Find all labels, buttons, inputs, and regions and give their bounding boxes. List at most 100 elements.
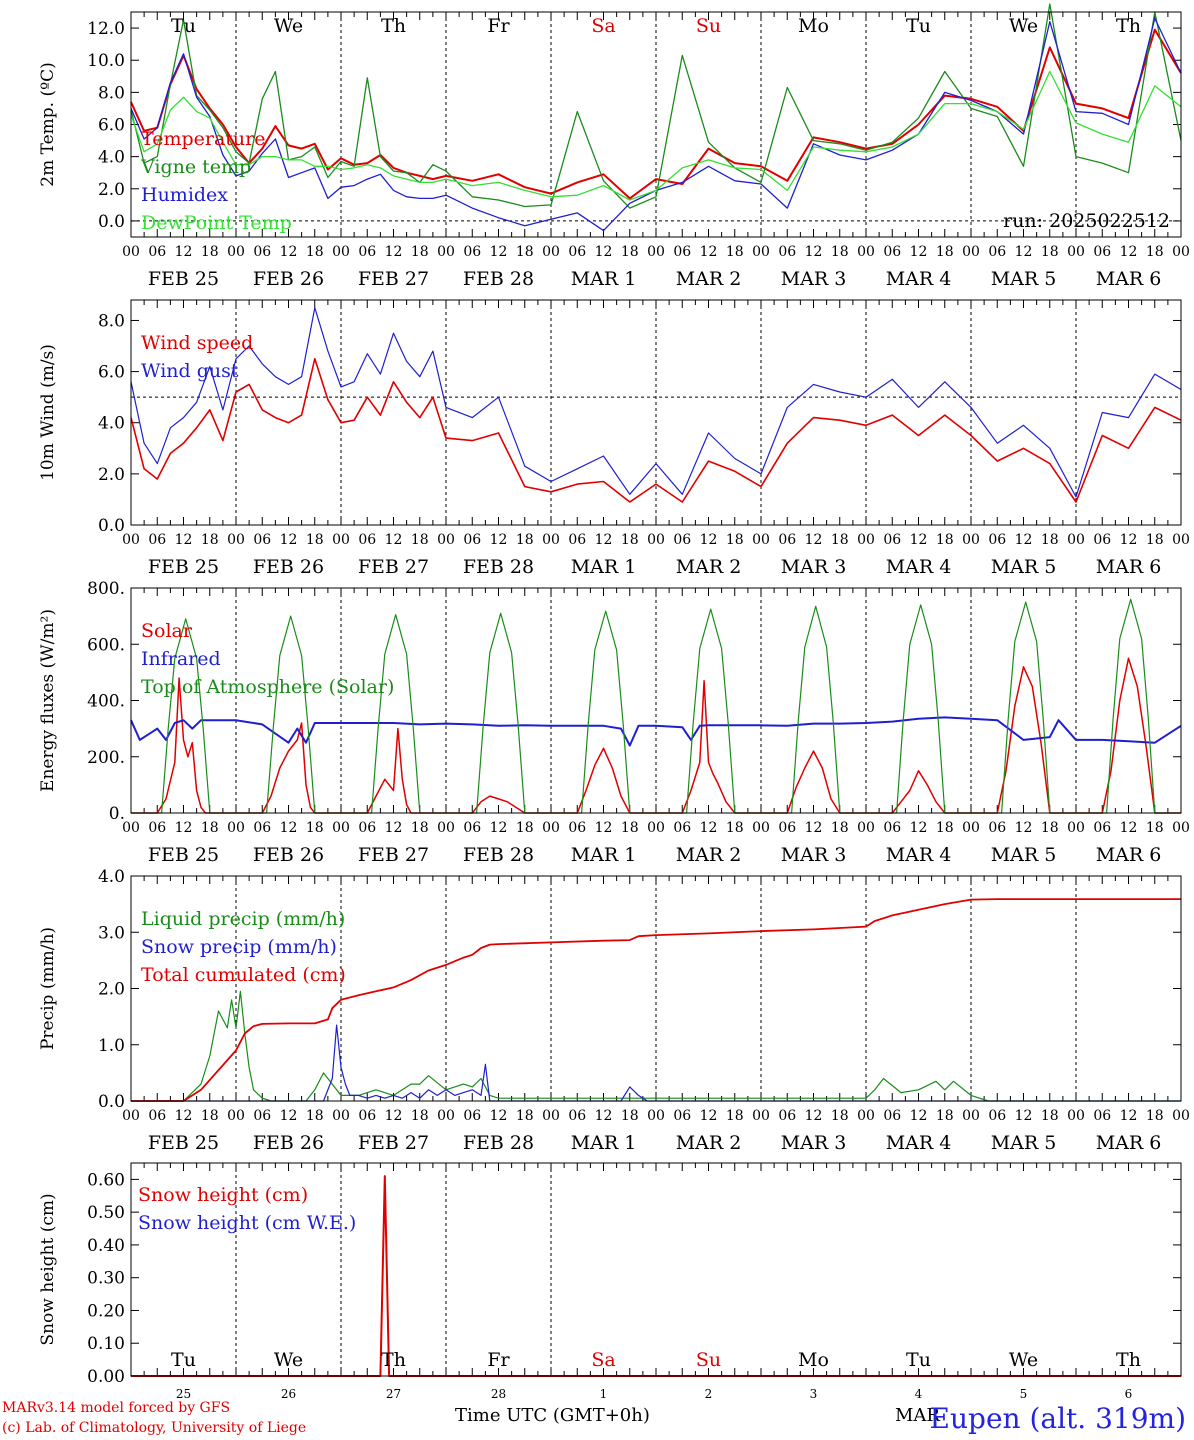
hour-label: 12 bbox=[700, 532, 718, 548]
date-label: MAR 1 bbox=[571, 844, 637, 866]
y-tick-label: 0.50 bbox=[87, 1203, 125, 1223]
legend-entry: Wind gust bbox=[141, 360, 239, 382]
hour-label: 06 bbox=[463, 244, 481, 260]
legend-entry: Vigne temp bbox=[140, 156, 251, 178]
hour-label: 00 bbox=[647, 820, 665, 836]
y-tick-label: 800. bbox=[87, 579, 125, 599]
hour-label: 00 bbox=[647, 532, 665, 548]
y-tick-label: 0.0 bbox=[98, 1092, 125, 1112]
run-label: run: 2025022512 bbox=[1003, 210, 1170, 232]
series-line-snow-height-cm- bbox=[131, 1175, 1181, 1377]
hour-label: 18 bbox=[726, 820, 744, 836]
hour-label: 18 bbox=[726, 532, 744, 548]
legend-entry: Temperature bbox=[141, 128, 265, 150]
panel-2: 0.0 2.0 4.0 6.0 8.0 10m Wind (m/s) Wind speed W… bbox=[38, 299, 1190, 578]
date-label: MAR 3 bbox=[781, 844, 847, 866]
panel-4: 0.0 1.0 2.0 3.0 4.0 Precip (mm/h) Liquid preci… bbox=[38, 867, 1190, 1154]
hour-label: 18 bbox=[411, 1108, 429, 1124]
hour-label: 12 bbox=[595, 820, 613, 836]
y-tick-label: 4.0 bbox=[98, 148, 125, 168]
hour-label: 18 bbox=[621, 820, 639, 836]
hour-label: 00 bbox=[542, 244, 560, 260]
hour-label: 06 bbox=[568, 1108, 586, 1124]
hour-label: 00 bbox=[437, 532, 455, 548]
hour-label: 06 bbox=[1093, 1108, 1111, 1124]
hour-label: 00 bbox=[542, 532, 560, 548]
meteogram: 0.02.04.06.08.010.012.02m Temp. (ºC) Temp… bbox=[38, 3, 1190, 1400]
hour-label: 12 bbox=[490, 820, 508, 836]
hour-label: 00 bbox=[857, 820, 875, 836]
weekday-label: Sa bbox=[591, 15, 615, 37]
hour-label: 00 bbox=[227, 244, 245, 260]
hour-label: 12 bbox=[1015, 244, 1033, 260]
weekday-label: Tu bbox=[171, 1349, 196, 1371]
panel-1: 0.0 2.0 4.0 6.0 8.0 10.0 12.0 2m Temp. (ºC) Temp… bbox=[38, 3, 1190, 290]
hour-label: 00 bbox=[1067, 244, 1085, 260]
hour-label: 00 bbox=[857, 244, 875, 260]
hour-label: 06 bbox=[568, 244, 586, 260]
hour-label: 06 bbox=[463, 532, 481, 548]
hour-label: 12 bbox=[490, 532, 508, 548]
hour-label: 06 bbox=[253, 820, 271, 836]
hour-label: 18 bbox=[201, 532, 219, 548]
credit-line-1: MARv3.14 model forced by GFS bbox=[2, 1400, 231, 1416]
hour-label: 06 bbox=[253, 532, 271, 548]
hour-label: 06 bbox=[988, 1108, 1006, 1124]
y-tick-label: 6.0 bbox=[98, 363, 125, 383]
hour-label: 00 bbox=[122, 244, 140, 260]
hour-label: 00 bbox=[857, 532, 875, 548]
hour-label: 00 bbox=[542, 1108, 560, 1124]
y-tick-label: 4.0 bbox=[98, 414, 125, 434]
hour-label: 18 bbox=[936, 1108, 954, 1124]
hour-label: 18 bbox=[201, 1108, 219, 1124]
y-tick-label: 8.0 bbox=[98, 83, 125, 103]
hour-label: 18 bbox=[621, 1108, 639, 1124]
date-label: FEB 25 bbox=[148, 1132, 219, 1154]
y-axis-label: Snow height (cm) bbox=[38, 1193, 58, 1345]
hour-label: 12 bbox=[700, 1108, 718, 1124]
day-number: 27 bbox=[386, 1387, 401, 1400]
weekday-label: Tu bbox=[171, 15, 196, 37]
day-number: 28 bbox=[491, 1387, 506, 1400]
hour-label: 12 bbox=[805, 244, 823, 260]
hour-label: 18 bbox=[1146, 532, 1164, 548]
date-label: FEB 25 bbox=[148, 556, 219, 578]
hour-label: 12 bbox=[700, 244, 718, 260]
hour-label: 18 bbox=[516, 1108, 534, 1124]
hour-label: 00 bbox=[1172, 1108, 1190, 1124]
hour-label: 12 bbox=[595, 1108, 613, 1124]
panel-5: 0.00 0.10 0.20 0.30 0.40 0.50 0.60 Snow height … bbox=[38, 1162, 1182, 1400]
weekday-label: We bbox=[274, 15, 303, 37]
day-number: 25 bbox=[176, 1387, 191, 1400]
y-tick-label: 2.0 bbox=[98, 980, 125, 1000]
hour-label: 00 bbox=[122, 532, 140, 548]
hour-label: 18 bbox=[621, 244, 639, 260]
hour-label: 06 bbox=[673, 1108, 691, 1124]
series-line-wind-gust bbox=[130, 307, 1182, 498]
hour-label: 00 bbox=[752, 244, 770, 260]
plot-frame bbox=[130, 875, 1182, 1102]
date-label: FEB 28 bbox=[463, 844, 534, 866]
hour-label: 00 bbox=[1067, 1108, 1085, 1124]
hour-label: 00 bbox=[227, 820, 245, 836]
date-label: MAR 5 bbox=[991, 556, 1057, 578]
hour-label: 12 bbox=[1015, 1108, 1033, 1124]
hour-label: 18 bbox=[726, 244, 744, 260]
hour-label: 06 bbox=[148, 1108, 166, 1124]
date-label: MAR 6 bbox=[1096, 556, 1162, 578]
day-number: 26 bbox=[281, 1387, 296, 1400]
hour-label: 00 bbox=[1172, 532, 1190, 548]
hour-label: 00 bbox=[752, 820, 770, 836]
date-label: MAR 4 bbox=[886, 268, 952, 290]
hour-label: 00 bbox=[647, 244, 665, 260]
hour-label: 12 bbox=[595, 532, 613, 548]
y-tick-label: 0.00 bbox=[87, 1367, 125, 1387]
y-tick-label: 0.20 bbox=[87, 1301, 125, 1321]
hour-label: 06 bbox=[568, 820, 586, 836]
y-axis-label: Precip (mm/h) bbox=[38, 927, 58, 1050]
plot-frame bbox=[130, 587, 1182, 814]
hour-label: 00 bbox=[332, 1108, 350, 1124]
hour-label: 18 bbox=[831, 820, 849, 836]
weekday-label: Th bbox=[381, 1349, 406, 1371]
hour-label: 18 bbox=[1041, 244, 1059, 260]
